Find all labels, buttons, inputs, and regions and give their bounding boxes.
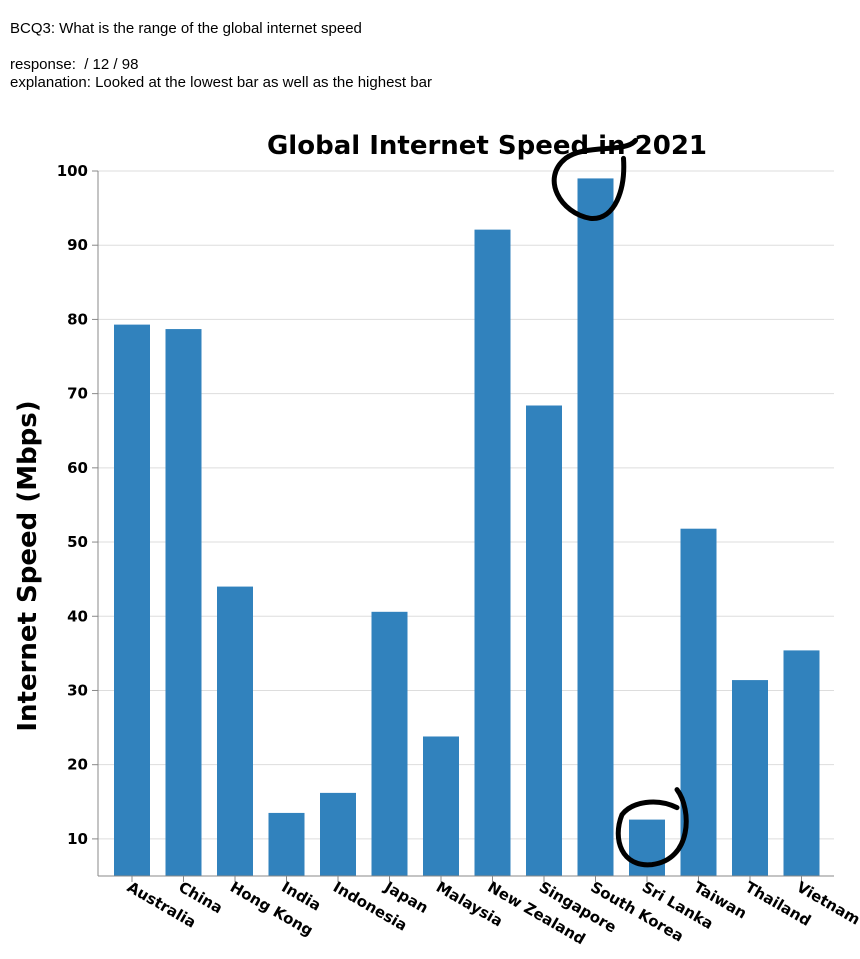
annotation-circle-sri-lanka — [615, 787, 689, 868]
question-prompt: BCQ3: What is the range of the global in… — [10, 20, 362, 37]
bar-china — [165, 329, 202, 876]
y-tick-label: 10 — [67, 830, 88, 848]
bar-sri-lanka — [629, 819, 665, 876]
bar-vietnam — [783, 650, 820, 876]
bar-south-korea — [577, 178, 614, 877]
bar-australia — [114, 324, 150, 876]
bar-japan — [371, 611, 408, 876]
y-tick-label: 60 — [67, 459, 88, 477]
bar-indonesia — [320, 792, 356, 876]
chart-title: Global Internet Speed in 2021 — [267, 131, 707, 161]
y-axis-title: Internet Speed (Mbps) — [13, 400, 43, 731]
question-response: response: / 12 / 98 — [10, 56, 139, 73]
bar-malaysia — [423, 736, 459, 876]
bar-new-zealand — [474, 229, 511, 876]
y-tick-label: 40 — [67, 607, 88, 625]
y-tick-label: 100 — [57, 162, 88, 180]
y-tick-label: 80 — [67, 310, 88, 328]
y-tick-labels: 10 20 30 40 50 60 70 80 90 100 — [57, 162, 98, 848]
y-tick-label: 50 — [67, 533, 88, 551]
bars — [114, 178, 820, 877]
annotations — [551, 137, 689, 868]
question-explanation: explanation: Looked at the lowest bar as… — [10, 74, 432, 91]
axes — [97, 171, 834, 877]
y-tick-label: 30 — [67, 681, 88, 699]
y-tick-label: 70 — [67, 385, 88, 403]
bar-hong-kong — [217, 586, 253, 876]
y-tick-label: 20 — [67, 756, 88, 774]
bar-thailand — [732, 680, 768, 876]
grid-lines — [98, 170, 834, 840]
annotation-circle-south-korea — [551, 137, 638, 221]
y-tick-label: 90 — [67, 236, 88, 254]
bar-india — [268, 812, 305, 876]
bar-singapore — [526, 405, 562, 876]
question-block: BCQ3: What is the range of the global in… — [10, 20, 432, 92]
